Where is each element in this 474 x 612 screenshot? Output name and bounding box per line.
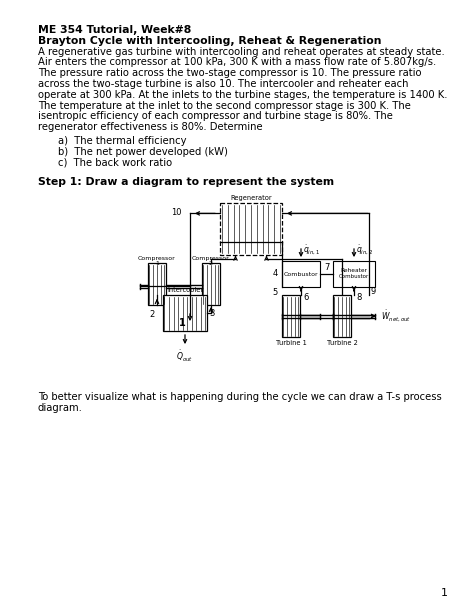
Text: operate at 300 kPa. At the inlets to the turbine stages, the temperature is 1400: operate at 300 kPa. At the inlets to the… [38, 90, 447, 100]
Bar [333, 295, 351, 337]
Text: 8: 8 [356, 293, 361, 302]
Text: To better visualize what is happening during the cycle we can draw a T-s process: To better visualize what is happening du… [38, 392, 442, 402]
Text: 2: 2 [209, 261, 213, 266]
Text: diagram.: diagram. [38, 403, 83, 413]
Text: The pressure ratio across the two-stage compressor is 10. The pressure ratio: The pressure ratio across the two-stage … [38, 68, 421, 78]
Text: 9: 9 [371, 288, 376, 296]
Bar [148, 263, 166, 305]
Text: c)  The back work ratio: c) The back work ratio [58, 158, 172, 168]
Text: 2: 2 [150, 310, 155, 319]
Text: 1: 1 [179, 318, 186, 328]
Text: a)  The thermal efficiency: a) The thermal efficiency [58, 136, 186, 146]
Text: Turbine 1: Turbine 1 [275, 340, 306, 346]
Bar [333, 261, 375, 287]
Text: 6: 6 [303, 293, 309, 302]
Text: $\dot{Q}_{out}$: $\dot{Q}_{out}$ [176, 349, 193, 364]
Text: Intercooler: Intercooler [167, 287, 203, 293]
Text: 10: 10 [172, 208, 182, 217]
Text: Regenerator: Regenerator [230, 195, 272, 201]
Text: Compressor: Compressor [192, 256, 230, 261]
Bar [220, 203, 282, 255]
Text: 5: 5 [273, 288, 278, 297]
Text: 3: 3 [209, 308, 214, 318]
Text: $\dot{q}_{in,1}$: $\dot{q}_{in,1}$ [303, 243, 320, 256]
Text: Turbine 2: Turbine 2 [327, 340, 357, 346]
Text: Air enters the compressor at 100 kPa, 300 K with a mass flow rate of 5.807kg/s.: Air enters the compressor at 100 kPa, 30… [38, 58, 436, 67]
Text: Combustor: Combustor [339, 275, 369, 280]
Text: 1: 1 [155, 261, 159, 266]
Text: 4: 4 [273, 269, 278, 278]
Text: $\dot{q}_{in,2}$: $\dot{q}_{in,2}$ [356, 243, 374, 256]
Text: regenerator effectiveness is 80%. Determine: regenerator effectiveness is 80%. Determ… [38, 122, 263, 132]
Text: A regenerative gas turbine with intercooling and reheat operates at steady state: A regenerative gas turbine with intercoo… [38, 47, 445, 56]
Text: Combustor: Combustor [283, 272, 319, 277]
Bar [202, 263, 220, 305]
Text: isentropic efficiency of each compressor and turbine stage is 80%. The: isentropic efficiency of each compressor… [38, 111, 393, 121]
Text: 7: 7 [324, 263, 329, 272]
Text: Compressor: Compressor [138, 256, 176, 261]
Text: Brayton Cycle with Intercooling, Reheat & Regeneration: Brayton Cycle with Intercooling, Reheat … [38, 35, 382, 46]
Text: 1: 1 [440, 588, 447, 598]
Text: b)  The net power developed (kW): b) The net power developed (kW) [58, 147, 228, 157]
Text: Step 1: Draw a diagram to represent the system: Step 1: Draw a diagram to represent the … [38, 177, 334, 187]
Text: $\dot{W}_{net,out}$: $\dot{W}_{net,out}$ [381, 308, 411, 324]
Bar [282, 295, 300, 337]
Bar [282, 261, 320, 287]
Text: ME 354 Tutorial, Week#8: ME 354 Tutorial, Week#8 [38, 25, 191, 35]
Text: The temperature at the inlet to the second compressor stage is 300 K. The: The temperature at the inlet to the seco… [38, 100, 411, 111]
Bar [163, 295, 207, 331]
Text: Reheater: Reheater [340, 269, 367, 274]
Text: across the two-stage turbine is also 10. The intercooler and reheater each: across the two-stage turbine is also 10.… [38, 79, 409, 89]
